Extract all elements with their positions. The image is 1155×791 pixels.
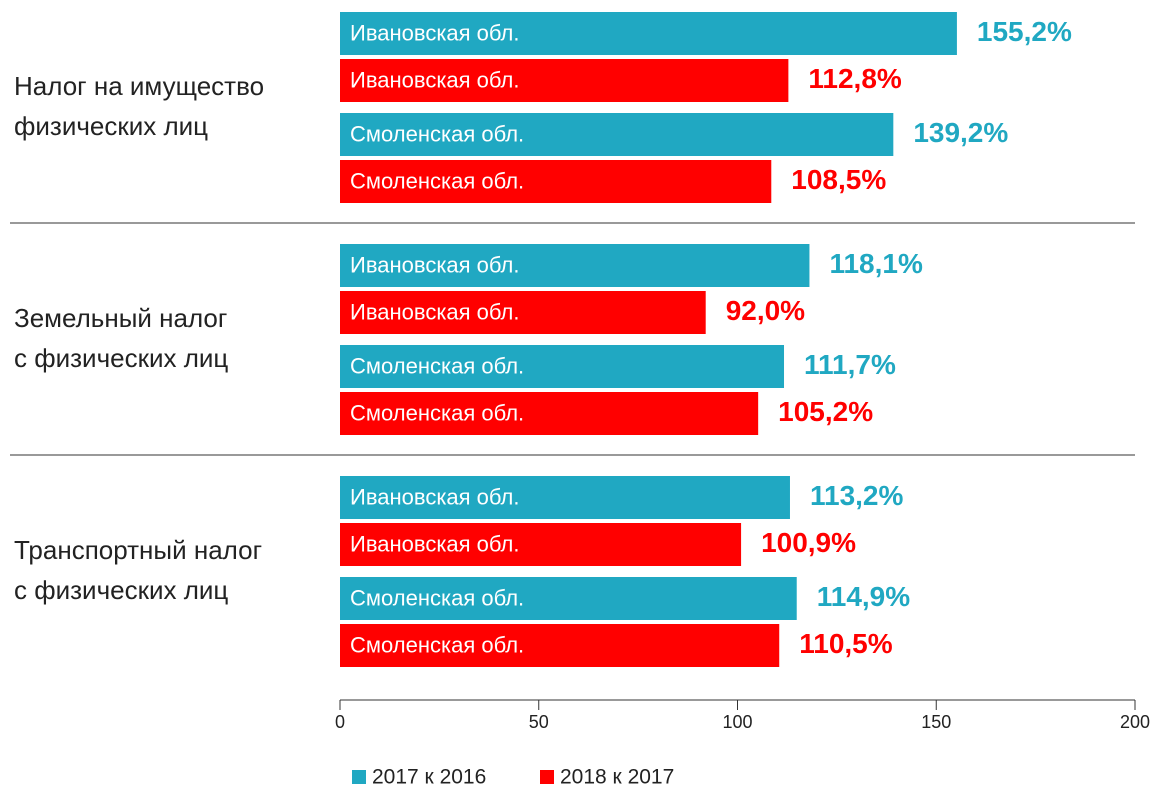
category-label: Транспортный налог с физических лиц (14, 535, 262, 605)
bar (340, 59, 789, 102)
bar-region-label: Ивановская обл. (350, 299, 519, 324)
legend-swatch (540, 770, 554, 784)
x-tick-label: 100 (722, 712, 752, 732)
value-label: 100,9% (761, 527, 856, 558)
value-label: 92,0% (726, 295, 805, 326)
x-tick-label: 50 (529, 712, 549, 732)
legend-label: 2018 к 2017 (560, 766, 674, 789)
value-label: 155,2% (977, 16, 1072, 47)
bar-region-label: Смоленская обл. (350, 121, 524, 146)
bar (340, 345, 785, 388)
bar-region-label: Ивановская обл. (350, 67, 519, 92)
value-label: 118,1% (829, 248, 923, 279)
x-tick-label: 0 (335, 712, 345, 732)
bar-region-label: Смоленская обл. (350, 400, 524, 425)
value-label: 111,7% (804, 349, 896, 380)
bar (340, 291, 706, 334)
bar (340, 12, 957, 55)
bar-region-label: Ивановская обл. (350, 20, 519, 45)
legend-label: 2017 к 2016 (372, 766, 486, 789)
x-tick-label: 150 (921, 712, 951, 732)
x-tick-label: 200 (1120, 712, 1150, 732)
value-label: 112,8% (808, 63, 902, 94)
bar (340, 244, 810, 287)
value-label: 105,2% (778, 396, 873, 427)
bar-region-label: Смоленская обл. (350, 353, 524, 378)
value-label: 110,5% (799, 628, 893, 659)
bar-region-label: Ивановская обл. (350, 531, 519, 556)
bar (340, 577, 797, 620)
bar (340, 392, 759, 435)
bar-region-label: Смоленская обл. (350, 585, 524, 610)
bar-region-label: Смоленская обл. (350, 632, 524, 657)
value-label: 113,2% (810, 480, 904, 511)
category-label: Налог на имущество физических лиц (14, 71, 264, 141)
legend-swatch (352, 770, 366, 784)
bar (340, 624, 780, 667)
value-label: 108,5% (791, 164, 886, 195)
bar-region-label: Смоленская обл. (350, 168, 524, 193)
bar-region-label: Ивановская обл. (350, 484, 519, 509)
bar (340, 160, 772, 203)
value-label: 139,2% (913, 117, 1008, 148)
category-label: Земельный налог с физических лиц (14, 303, 228, 373)
bar (340, 113, 894, 156)
bar (340, 523, 742, 566)
value-label: 114,9% (817, 581, 911, 612)
bar-region-label: Ивановская обл. (350, 252, 519, 277)
bar (340, 476, 790, 519)
